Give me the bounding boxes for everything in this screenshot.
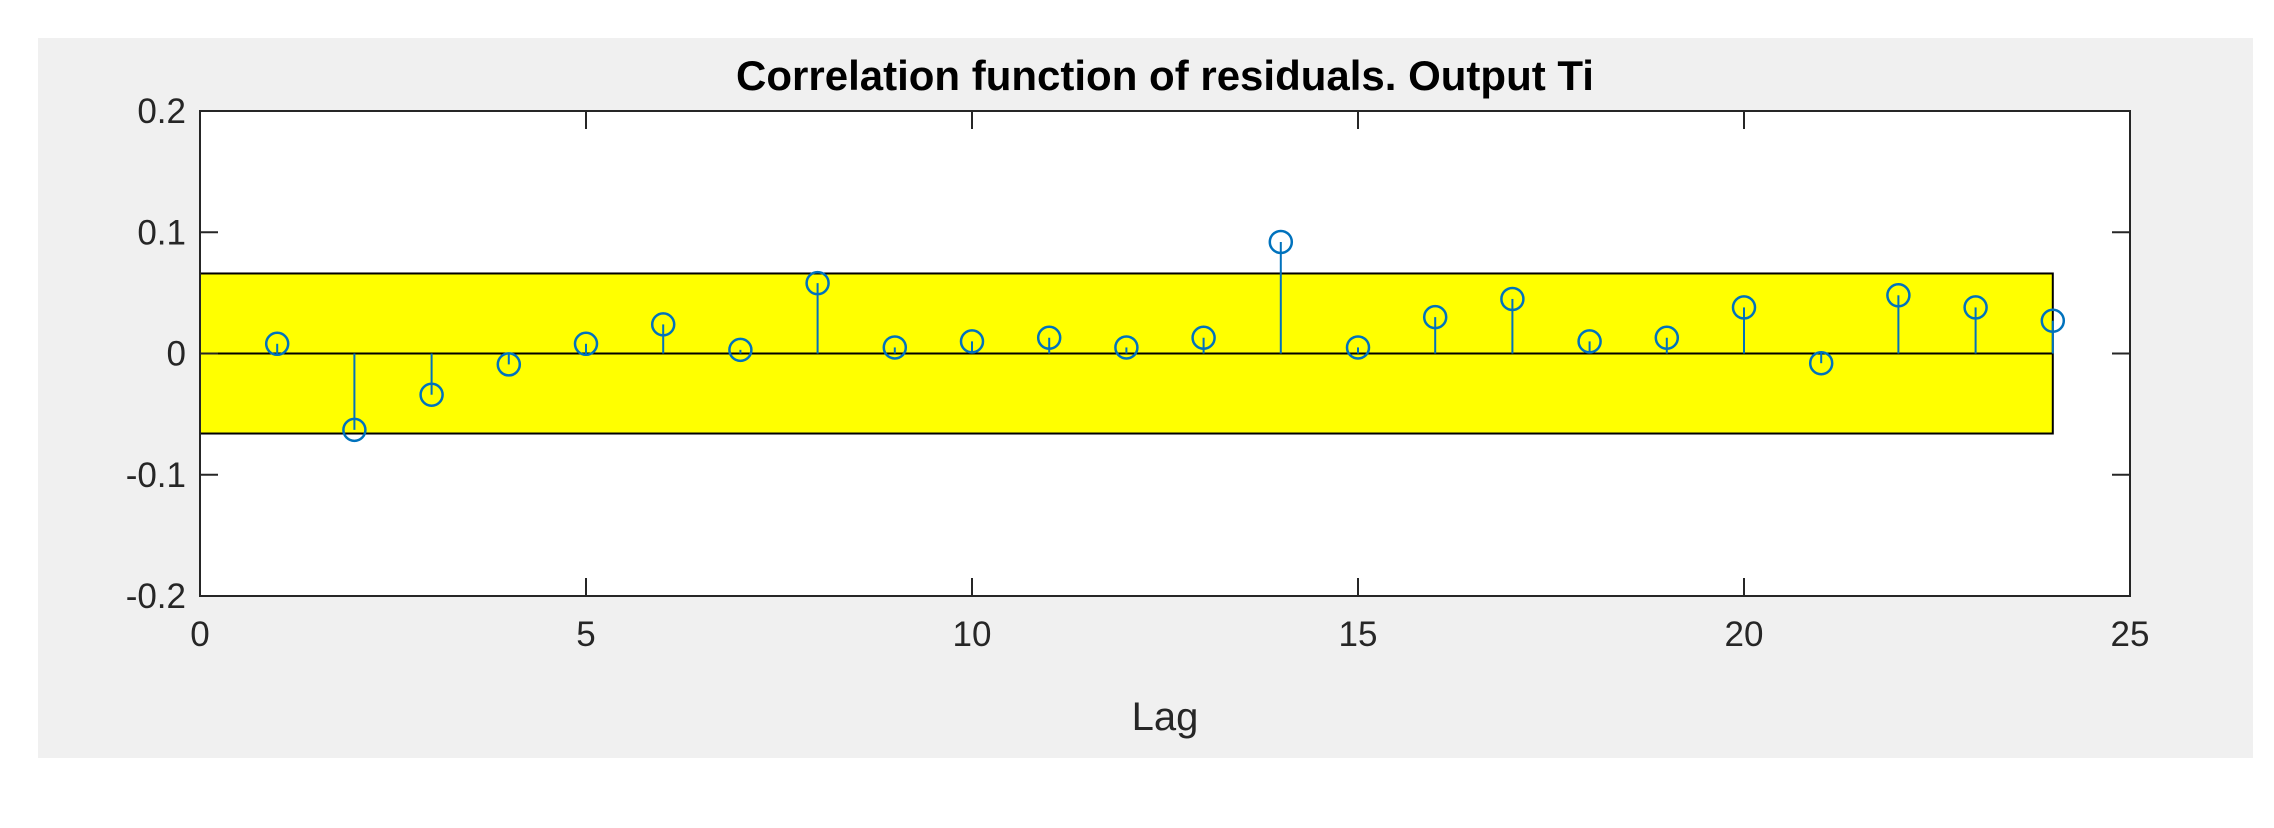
y-tick-label: 0 — [167, 335, 186, 374]
stem-marker-lag-14 — [1268, 229, 1294, 255]
stem-marker-lag-23 — [1963, 295, 1988, 320]
stem-marker-lag-12 — [1114, 335, 1139, 360]
y-tick-label: -0.1 — [126, 456, 186, 495]
stem-marker-lag-11 — [1036, 325, 1062, 350]
figure-panel: 0 5 10 15 20 25 0.2 0.1 0 -0.1 -0.2 Correlation fu… — [38, 38, 2253, 758]
stem-marker-lag-5 — [573, 331, 599, 357]
stem-marker-lag-17 — [1500, 286, 1525, 312]
stem-marker-lag-1 — [264, 331, 290, 357]
stem-marker-lag-18 — [1577, 329, 1602, 354]
stem-marker-lag-24 — [2040, 308, 2066, 334]
stem-marker-lag-20 — [1731, 295, 1757, 320]
stem-marker-lag-4 — [496, 352, 522, 377]
x-tick-label: 20 — [1725, 615, 1764, 654]
stem-marker-lag-6 — [650, 312, 676, 337]
y-tick-label: 0.1 — [137, 213, 186, 252]
stem-marker-lag-10 — [959, 329, 985, 354]
x-tick-label: 0 — [190, 615, 209, 654]
stem-marker-lag-9 — [882, 335, 908, 360]
stem-marker-lag-3 — [419, 382, 444, 407]
stem-marker-lag-22 — [1886, 283, 1911, 308]
y-tick-label: -0.2 — [126, 577, 186, 616]
x-tick-label: 25 — [2111, 615, 2150, 654]
stem-marker-lag-2 — [342, 417, 367, 443]
stem-marker-lag-8 — [805, 270, 830, 296]
x-tick-label: 10 — [953, 615, 992, 654]
correlation-chart: 0 5 10 15 20 25 0.2 0.1 0 -0.1 -0.2 Correlation fu… — [126, 52, 2150, 739]
x-axis-label: Lag — [1132, 695, 1199, 739]
stem-marker-lag-19 — [1654, 325, 1680, 350]
y-tick-label: 0.2 — [137, 92, 186, 131]
stem-marker-lag-21 — [1808, 350, 1834, 376]
chart-title: Correlation function of residuals. Outpu… — [736, 52, 1594, 99]
stem-marker-lag-7 — [728, 337, 753, 363]
stem-marker-lag-15 — [1345, 335, 1371, 360]
x-tick-label: 5 — [576, 615, 595, 654]
stem-marker-lag-16 — [1422, 304, 1448, 330]
x-tick-label: 15 — [1339, 615, 1378, 654]
stem-marker-lag-13 — [1191, 325, 1216, 350]
